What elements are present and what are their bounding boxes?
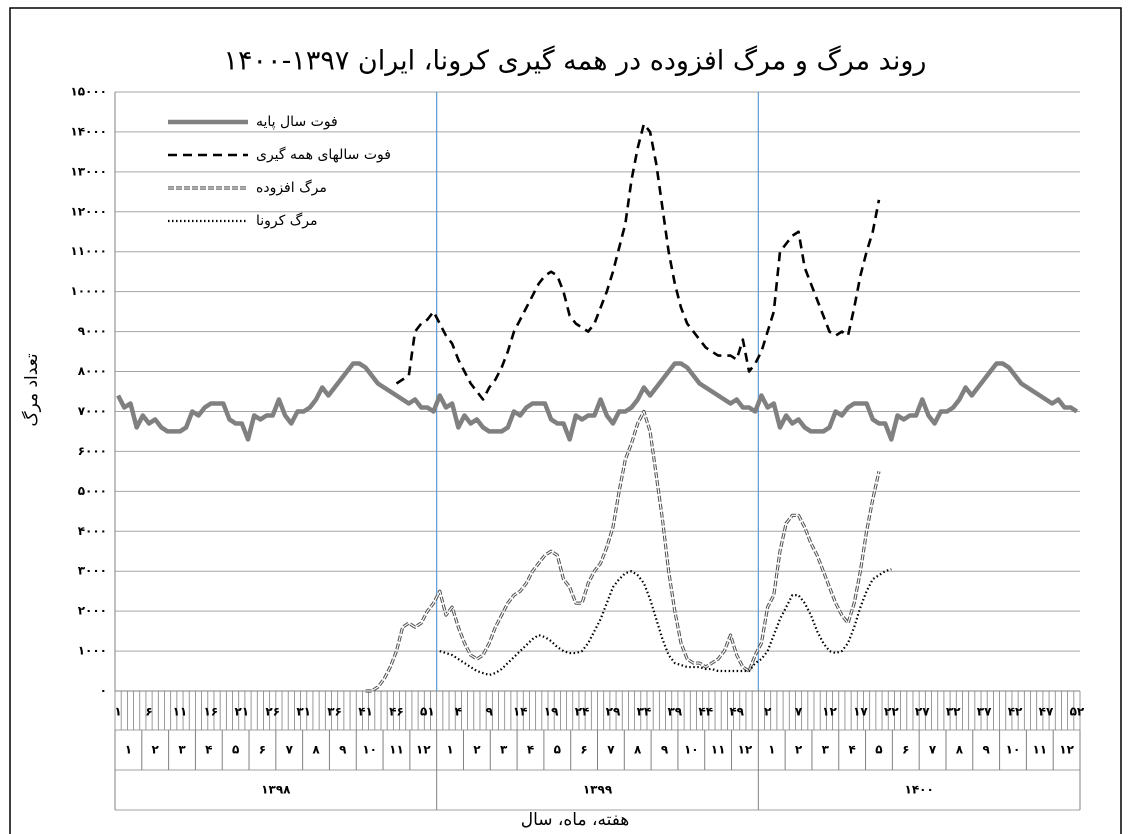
y-tick-label: ۴۰۰۰: [78, 524, 107, 538]
x-tick-label: ۱۷: [853, 705, 868, 719]
legend-label: مرگ افزوده: [256, 178, 327, 196]
month-label: ۶: [902, 743, 909, 757]
chart-title: روند مرگ و مرگ افزوده در همه گیری کرونا،…: [224, 45, 927, 77]
x-tick-label: ۴۷: [1039, 705, 1054, 719]
month-label: ۵: [554, 743, 561, 757]
month-label: ۱۰: [684, 743, 699, 757]
x-tick-label: ۳۱: [296, 705, 311, 719]
x-tick-label: ۱: [114, 705, 121, 719]
y-tick-label: ۹۰۰۰: [78, 324, 107, 338]
y-tick-label: ۰: [100, 684, 107, 698]
month-label: ۸: [634, 743, 642, 757]
month-label: ۵: [232, 743, 239, 757]
month-label: ۹: [339, 743, 347, 757]
x-tick-label: ۳۶: [327, 705, 342, 719]
y-tick-label: ۱۴۰۰۰: [70, 124, 107, 138]
month-label: ۴: [527, 743, 534, 757]
x-tick-label: ۷: [795, 705, 803, 719]
x-tick-label: ۹: [486, 705, 494, 719]
x-tick-label: ۴۹: [729, 705, 744, 719]
month-label: ۲: [152, 743, 160, 757]
month-label: ۱۲: [738, 743, 753, 757]
month-label: ۳: [178, 743, 186, 757]
month-label: ۵: [875, 743, 882, 757]
y-tick-label: ۱۱۰۰۰: [70, 244, 107, 258]
month-label: ۶: [259, 743, 266, 757]
month-label: ۶: [580, 743, 587, 757]
month-label: ۱: [125, 743, 132, 757]
series-line: [439, 568, 892, 677]
x-tick-label: ۱۱: [173, 705, 188, 719]
series-line: [395, 122, 881, 401]
month-label: ۳: [822, 743, 830, 757]
legend-label: فوت سالهای همه گیری: [256, 146, 391, 163]
month-label: ۱: [768, 743, 775, 757]
x-tick-label: ۱۹: [544, 705, 559, 719]
month-label: ۱۲: [1059, 743, 1074, 757]
x-tick-label: ۴۱: [358, 705, 373, 719]
y-tick-label: ۱۵۰۰۰: [70, 85, 107, 99]
y-tick-label: ۶۰۰۰: [78, 444, 107, 458]
month-label: ۸: [312, 743, 320, 757]
month-label: ۲: [473, 743, 481, 757]
y-tick-label: ۱۰۰۰: [78, 644, 107, 658]
x-tick-label: ۱۶: [204, 705, 219, 719]
x-tick-label: ۲: [764, 705, 772, 719]
y-tick-label: ۱۳۰۰۰: [70, 164, 107, 178]
x-tick-label: ۱۲: [822, 705, 837, 719]
year-label: ۱۳۹۸: [261, 783, 291, 797]
month-label: ۷: [929, 743, 937, 757]
year-label: ۱۳۹۹: [583, 783, 613, 797]
x-tick-label: ۲۶: [265, 705, 280, 719]
x-tick-label: ۳۴: [637, 705, 652, 719]
month-label: ۱۰: [1006, 743, 1021, 757]
month-label: ۱۲: [416, 743, 431, 757]
year-label: ۱۴۰۰: [905, 783, 934, 797]
y-axis-title: تعداد مرگ: [21, 353, 42, 427]
x-tick-label: ۲۱: [234, 705, 249, 719]
month-label: ۹: [983, 743, 991, 757]
month-label: ۳: [500, 743, 508, 757]
x-tick-label: ۴۲: [1008, 705, 1023, 719]
x-tick-label: ۱۴: [513, 705, 528, 719]
legend-label: فوت سال پایه: [256, 114, 338, 130]
month-label: ۷: [286, 743, 294, 757]
month-label: ۱۰: [362, 743, 377, 757]
y-tick-label: ۸۰۰۰: [78, 364, 107, 378]
month-label: ۱۱: [1032, 743, 1047, 757]
y-tick-label: ۳۰۰۰: [78, 564, 107, 578]
x-tick-label: ۶: [145, 705, 152, 719]
x-tick-label: ۲۹: [606, 705, 621, 719]
series-line-inner: [365, 410, 880, 692]
x-tick-label: ۴۴: [698, 705, 713, 719]
month-label: ۲: [795, 743, 803, 757]
y-tick-label: ۱۲۰۰۰: [70, 204, 107, 218]
month-label: ۴: [848, 743, 855, 757]
month-label: ۱۱: [389, 743, 404, 757]
month-label: ۱: [446, 743, 453, 757]
x-tick-label: ۴: [455, 705, 462, 719]
x-tick-label: ۳۷: [977, 705, 992, 719]
month-label: ۸: [956, 743, 964, 757]
x-tick-label: ۵۲: [1070, 705, 1085, 719]
x-tick-label: ۲۷: [915, 705, 930, 719]
x-tick-label: ۲۴: [575, 705, 590, 719]
x-tick-label: ۲۲: [884, 705, 899, 719]
month-label: ۷: [607, 743, 615, 757]
y-tick-label: ۱۰۰۰۰: [70, 284, 107, 298]
x-axis-title: هفته، ماه، سال: [521, 810, 630, 830]
legend-label: مرگ کرونا: [256, 211, 318, 229]
y-tick-label: ۷۰۰۰: [78, 404, 107, 418]
y-tick-label: ۵۰۰۰: [78, 484, 107, 498]
y-tick-label: ۲۰۰۰: [78, 604, 107, 618]
series-line: [116, 361, 1079, 442]
month-label: ۱۱: [711, 743, 726, 757]
x-tick-label: ۵۱: [420, 705, 435, 719]
x-tick-label: ۴۶: [389, 705, 404, 719]
x-tick-label: ۳۹: [667, 705, 682, 719]
month-label: ۹: [661, 743, 669, 757]
month-label: ۴: [205, 743, 212, 757]
x-tick-label: ۳۲: [946, 705, 961, 719]
